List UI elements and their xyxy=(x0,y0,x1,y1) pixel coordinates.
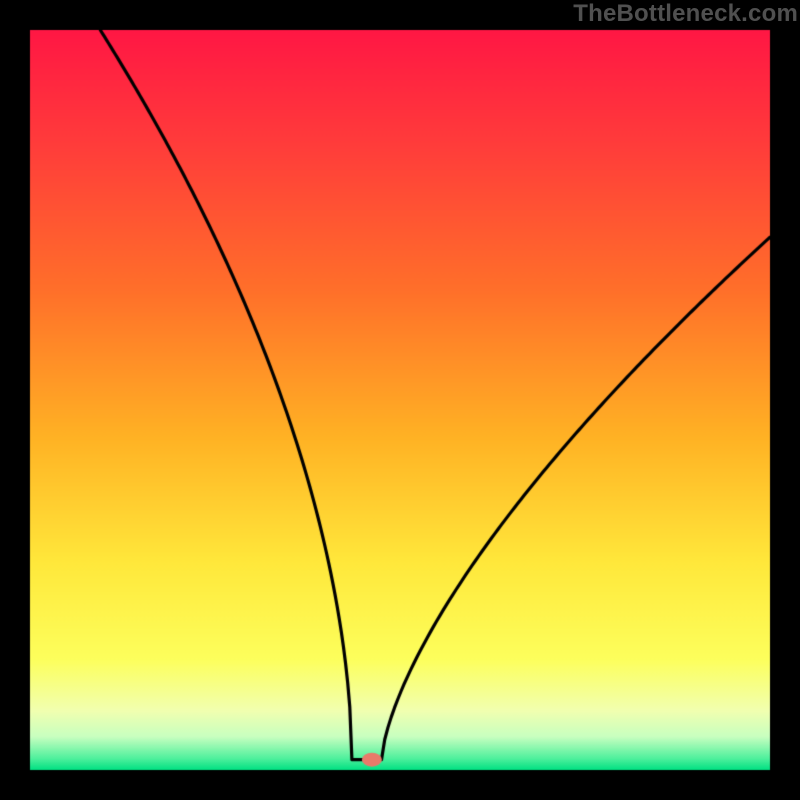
chart-canvas xyxy=(0,0,800,800)
stage: TheBottleneck.com xyxy=(0,0,800,800)
watermark-text: TheBottleneck.com xyxy=(573,0,798,28)
